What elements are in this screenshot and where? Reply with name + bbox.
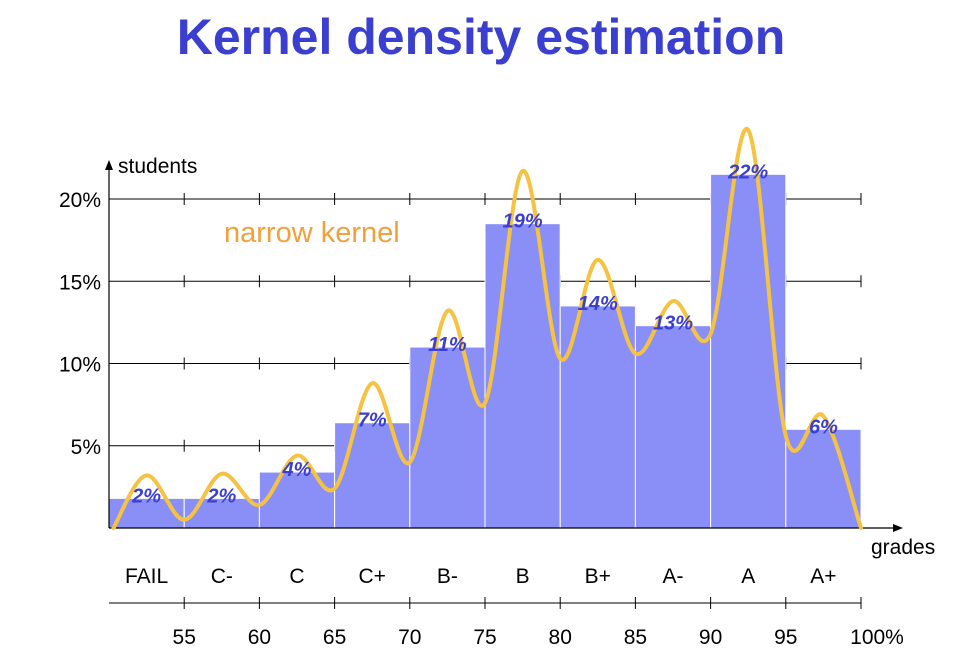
grade-letter-label: C+ — [358, 565, 385, 588]
bar-value-label: 6% — [809, 416, 838, 438]
x-axis-arrow — [893, 524, 903, 532]
bar-value-label: 14% — [578, 293, 618, 315]
grade-letter-label: B- — [437, 565, 458, 588]
x-tick-label: 70 — [398, 626, 421, 649]
x-tick-label: 85 — [624, 626, 647, 649]
bar-b — [484, 223, 561, 529]
x-tick-label: 55 — [173, 626, 196, 649]
bar-value-label: 11% — [428, 334, 467, 356]
x-tick-label: 90 — [699, 626, 722, 649]
y-tick-label: 15% — [59, 271, 101, 294]
grade-letter-label: C- — [211, 565, 233, 588]
chart-title: Kernel density estimation — [176, 9, 786, 65]
tick-labels: 5% 10% 15% 20% 55 60 65 70 75 80 85 90 95 100% FAIL C- C… — [59, 189, 904, 649]
kde-curve-narrow-kernel — [111, 127, 863, 530]
bar-a-minusplus — [785, 428, 862, 529]
x-axis-title: grades — [871, 536, 935, 559]
bar-value-label: 2% — [131, 485, 161, 507]
x-tick-label: 80 — [549, 626, 572, 649]
bar-value-label: 22% — [727, 161, 768, 183]
bar-c-minus — [183, 497, 260, 529]
bar-b-minus — [409, 346, 486, 529]
data-labels: 2% 2% 4% 7% 11% 19% 14% 13% 22% 6% — [131, 161, 838, 507]
x-tick-label: 100% — [850, 626, 904, 649]
y-axis-title: students — [118, 155, 197, 178]
y-tick-label: 20% — [59, 189, 101, 212]
bar-a-minus — [634, 325, 712, 529]
bar-value-label: 4% — [282, 459, 312, 481]
grade-letter-label: B — [516, 565, 530, 588]
y-tick-label: 5% — [71, 436, 101, 459]
grade-letter-label: B+ — [585, 565, 611, 588]
grade-letter-label: A- — [663, 565, 684, 588]
bar-value-label: 13% — [653, 313, 693, 335]
grade-letter-label: C — [289, 565, 304, 588]
bar-value-label: 7% — [358, 410, 387, 432]
bar-value-label: 19% — [503, 211, 543, 233]
x-tick-label: 60 — [248, 626, 271, 649]
bar-c-minusplus — [334, 422, 411, 529]
grade-letter-label: A+ — [810, 565, 836, 588]
grade-letter-label: FAIL — [125, 565, 168, 588]
kde-curve-layer — [111, 127, 863, 530]
x-tick-label: 95 — [774, 626, 797, 649]
x-tick-label: 65 — [323, 626, 346, 649]
y-tick-label: 10% — [59, 354, 101, 377]
grade-letter-label: A — [741, 565, 755, 588]
axes — [105, 160, 903, 609]
narrow-kernel-annotation: narrow kernel — [224, 217, 400, 249]
y-axis-arrow — [105, 160, 113, 170]
x-tick-label: 75 — [473, 626, 496, 649]
bar-value-label: 2% — [206, 485, 236, 507]
